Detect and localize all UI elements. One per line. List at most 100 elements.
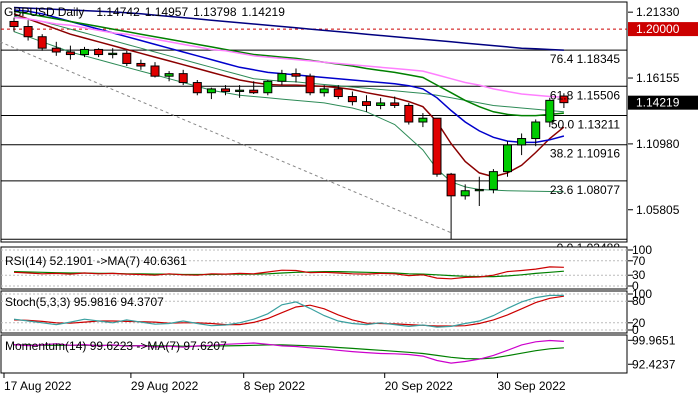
candle [263,80,273,96]
candle-body-up [488,171,498,190]
candle-body-down [249,89,259,94]
candle [277,69,287,86]
indicator-tick-label: 0 [632,279,639,293]
candle-body-down [94,48,104,56]
candle [390,96,400,108]
candle-body-down [65,51,75,56]
candles [9,17,569,240]
candle [319,85,329,97]
candle [488,169,498,194]
candle-body-down [347,96,357,103]
candle [136,59,146,70]
date-tick-label: 8 Sep 2022 [244,379,306,393]
level-label: 38.2 1.10916 [550,147,620,161]
current-price-badge [628,95,698,110]
momentum-panel: 99.9651 92.4237 Momentum(14) 99.6223 ->MA… [0,333,676,374]
candle-body-up [531,121,541,140]
candle-body-up [164,73,174,77]
candle-body-up [376,102,386,106]
stochastic-lines [1,293,627,331]
candle [418,113,428,128]
candle-body-down [192,82,202,94]
momentum-lines [13,339,564,364]
momentum-title: Momentum(14) 99.6223 ->MA(7) 97.6207 [5,339,227,353]
indicator-tick-label: 0 [632,323,639,337]
date-tick-label: 20 Sep 2022 [385,379,453,393]
stochastic-title: Stoch(5,3,3) 95.9816 94.3707 [5,295,164,309]
price-tick-label: 1.10980 [636,137,680,151]
candle [517,133,527,156]
candle [108,48,118,59]
candle [80,46,89,58]
moving-average-line [13,6,564,51]
candle [404,102,414,125]
price-tick-label: 1.16155 [636,71,680,85]
current-price-label: 1.14219 [636,96,680,110]
channel-upper-line [13,15,564,113]
candle [376,97,386,110]
candle-body-down [362,101,371,106]
symbol-label: GBPUSD [4,5,55,19]
candle-body-down [23,26,33,38]
candle-body-down [333,88,343,98]
ohlc-low: 1.13798 [193,5,237,19]
moving-average-line [13,13,565,178]
rsi-title: RSI(14) 52.1901 ->MA(7) 40.6361 [5,254,187,268]
price-tick-label: 1.21330 [636,5,680,19]
indicator-line [13,339,564,364]
moving-average-line [13,10,564,117]
candle [122,50,132,66]
candle-body-down [221,88,230,92]
candle [545,97,555,128]
candle [333,85,343,100]
candle-body-up [418,117,428,123]
candle-body-down [51,47,61,53]
candle [192,80,202,96]
indicator-line [13,295,564,327]
candle [291,68,301,83]
channel-bands [13,15,564,193]
candle-body-up [460,190,470,197]
candle-body-down [432,117,442,175]
candle [249,81,259,94]
candle [94,48,104,58]
date-tick-label: 17 Aug 2022 [4,379,72,393]
indicator-tick-label: 100 [632,243,652,257]
candle-body-up [503,144,512,173]
price-panel: 1.20000 76.4 1.18345 61.8 1.15506 50.0 1.13… [0,1,698,255]
rsi-panel-frame [0,246,628,290]
price-panel-frame [0,1,628,243]
candle-body-up [277,73,287,82]
ohlc-open: 1.14742 [96,5,140,19]
candle-body-down [9,20,19,28]
level-label: 61.8 1.15506 [550,88,620,102]
candle [37,34,47,51]
candle [9,17,19,32]
indicator-tick-label: 80 [632,294,646,308]
candle-body-down [390,102,400,106]
candle [460,184,470,200]
channel-lower-line [13,31,564,193]
candle-body-down [404,104,414,123]
indicator-tick-label: 92.4237 [632,357,676,371]
candle [65,45,75,60]
moving-average-line [13,16,564,98]
candle-body-up [545,99,555,123]
candle [446,172,456,240]
candle [347,91,357,106]
candle-body-down [122,52,132,64]
candle-body-down [37,36,47,49]
stochastic-panel-frame [0,290,628,334]
candle-body-down [305,75,315,94]
candle-body-up [517,138,527,146]
candle [178,69,188,86]
candle-body-down [559,95,569,104]
indicator-line [13,294,564,328]
candle-body-down [291,73,301,77]
ohlc-high: 1.14957 [145,5,189,19]
candle [474,176,484,206]
candle [235,85,245,98]
